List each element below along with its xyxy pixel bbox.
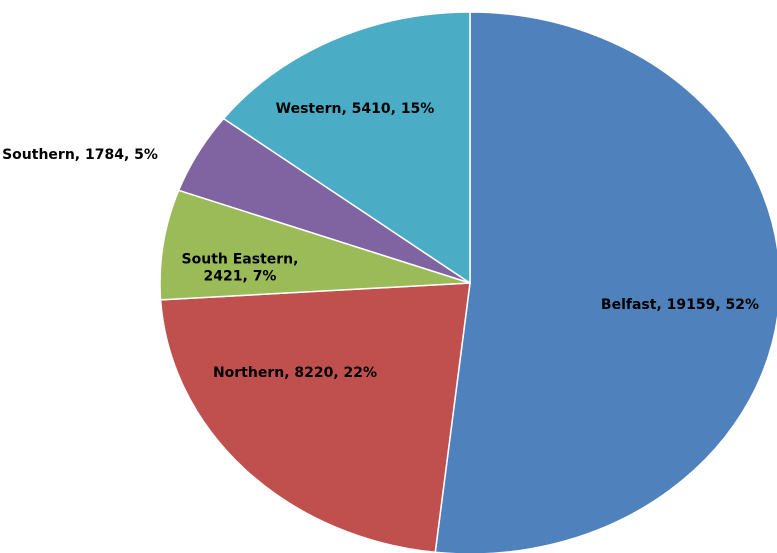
pie-slice [222,11,471,285]
pie-slice [434,11,777,553]
data-label-line: South Eastern, [182,252,299,268]
data-label: Southern, 1784, 5% [2,147,158,163]
data-label: South Eastern, 2421, 7% [182,252,299,285]
pie-slice [159,282,471,553]
pie-slice [159,189,471,301]
data-label: Northern, 8220, 22% [213,365,377,381]
data-label-line: 2421, 7% [204,269,277,285]
data-label: Belfast, 19159, 52% [601,297,759,313]
data-label: Western, 5410, 15% [276,101,435,117]
